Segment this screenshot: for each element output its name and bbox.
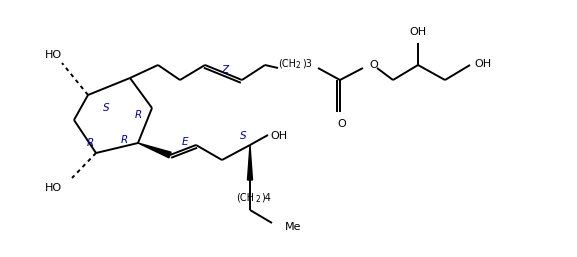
Text: S: S	[239, 131, 246, 141]
Polygon shape	[248, 145, 253, 180]
Text: 2: 2	[255, 195, 260, 204]
Text: R: R	[87, 138, 93, 148]
Text: )4: )4	[261, 192, 271, 202]
Text: 2: 2	[296, 61, 301, 70]
Text: HO: HO	[45, 183, 62, 193]
Text: O: O	[369, 60, 378, 70]
Text: Me: Me	[285, 222, 302, 232]
Text: R: R	[134, 110, 141, 120]
Text: )3: )3	[302, 59, 312, 69]
Text: OH: OH	[474, 59, 491, 69]
Text: S: S	[103, 103, 109, 113]
Text: E: E	[182, 137, 188, 147]
Text: HO: HO	[45, 50, 62, 60]
Text: R: R	[121, 135, 128, 145]
Polygon shape	[138, 143, 171, 158]
Text: OH: OH	[410, 27, 426, 37]
Text: (CH: (CH	[236, 192, 254, 202]
Text: OH: OH	[270, 131, 287, 141]
Text: Z: Z	[222, 65, 228, 75]
Text: (CH: (CH	[278, 59, 296, 69]
Text: O: O	[338, 119, 346, 129]
